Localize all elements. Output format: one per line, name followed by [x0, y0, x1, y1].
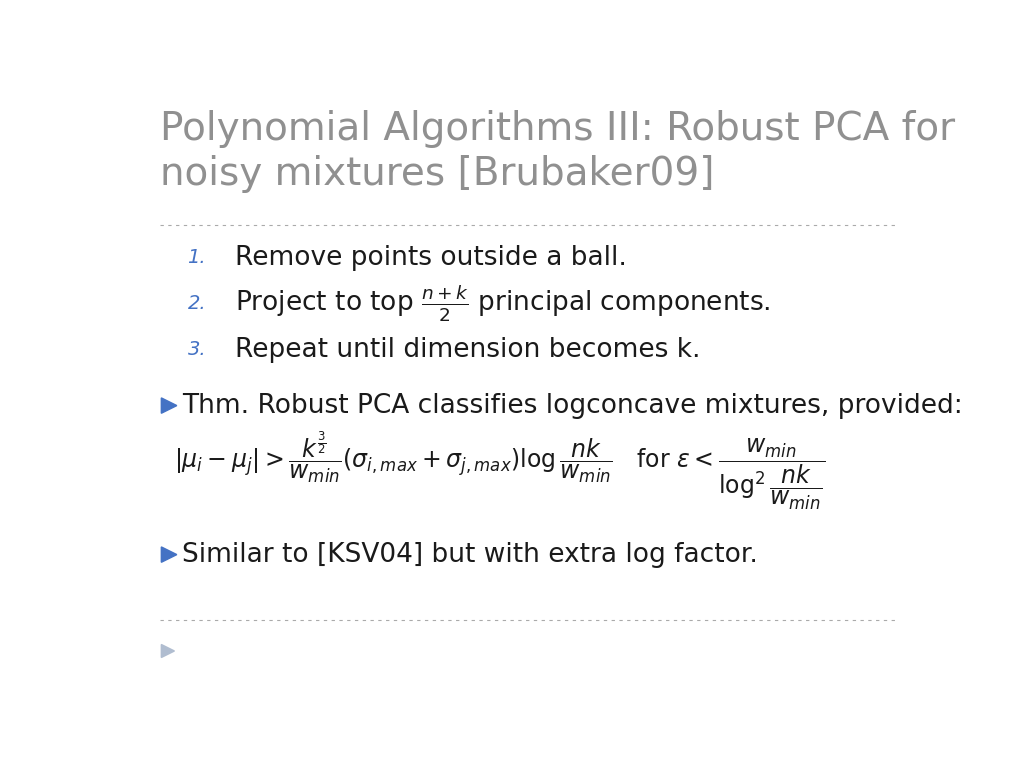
- Text: Project to top $\frac{n+k}{2}$ principal components.: Project to top $\frac{n+k}{2}$ principal…: [236, 283, 771, 324]
- Text: 2.: 2.: [187, 294, 206, 313]
- Text: Repeat until dimension becomes k.: Repeat until dimension becomes k.: [236, 337, 700, 363]
- Text: 1.: 1.: [187, 248, 206, 267]
- Polygon shape: [162, 644, 174, 657]
- Polygon shape: [162, 398, 177, 413]
- Polygon shape: [162, 547, 177, 562]
- Text: $|\mu_i - \mu_j| > \dfrac{k^{\frac{3}{2}}}{w_{min}}(\sigma_{i,max} + \sigma_{j,m: $|\mu_i - \mu_j| > \dfrac{k^{\frac{3}{2}…: [174, 429, 825, 511]
- Text: Similar to [KSV04] but with extra log factor.: Similar to [KSV04] but with extra log fa…: [182, 541, 758, 568]
- Text: Polynomial Algorithms III: Robust PCA for
noisy mixtures [Brubaker09]: Polynomial Algorithms III: Robust PCA fo…: [160, 110, 954, 194]
- Text: 3.: 3.: [187, 340, 206, 359]
- Text: Remove points outside a ball.: Remove points outside a ball.: [236, 245, 627, 271]
- Text: Thm. Robust PCA classifies logconcave mixtures, provided:: Thm. Robust PCA classifies logconcave mi…: [182, 392, 963, 419]
